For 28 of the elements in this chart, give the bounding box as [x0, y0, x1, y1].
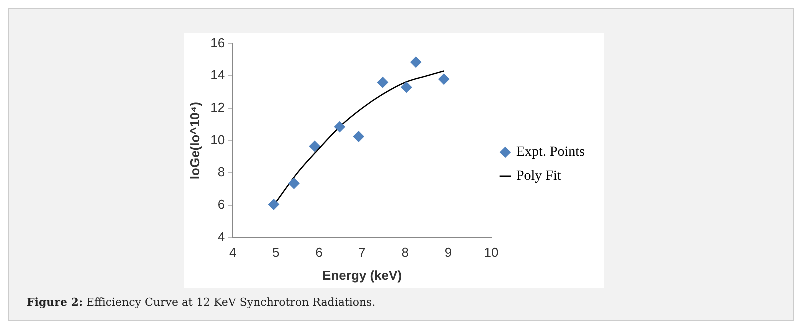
- caption: Figure 2: Efficiency Curve at 12 KeV Synchrotron Radiations.: [27, 296, 376, 309]
- x-tick-label: 6: [316, 245, 323, 260]
- point: [334, 122, 346, 133]
- y-tick-label: 4: [218, 229, 226, 244]
- y-tick-label: 6: [218, 197, 226, 212]
- x-tick-label: 5: [272, 245, 280, 260]
- point: [401, 82, 412, 93]
- point: [268, 199, 280, 210]
- point: [410, 56, 422, 68]
- point: [353, 131, 364, 142]
- y-tick-label: 16: [210, 35, 226, 50]
- point: [438, 74, 450, 85]
- y-axis-title: loGe(Io^10⁴): [187, 102, 202, 180]
- point: [288, 178, 300, 190]
- x-tick-label: 7: [358, 245, 366, 260]
- y-tick-label: 8: [218, 164, 226, 180]
- y-tick-label: 14: [210, 68, 226, 83]
- x-axis-title: Energy (keV): [322, 268, 402, 283]
- x-tick-label: 9: [444, 245, 452, 260]
- y-tick-label: 10: [210, 132, 226, 148]
- legend-label: Poly Fit: [516, 169, 562, 184]
- legend-label: Expt. Points: [516, 145, 585, 160]
- x-tick-label: 8: [402, 245, 409, 260]
- y-tick-label: 12: [210, 100, 226, 116]
- point: [309, 140, 320, 152]
- point: [377, 77, 388, 88]
- x-tick-label: 10: [484, 245, 499, 260]
- x-tick-label: 4: [229, 245, 237, 260]
